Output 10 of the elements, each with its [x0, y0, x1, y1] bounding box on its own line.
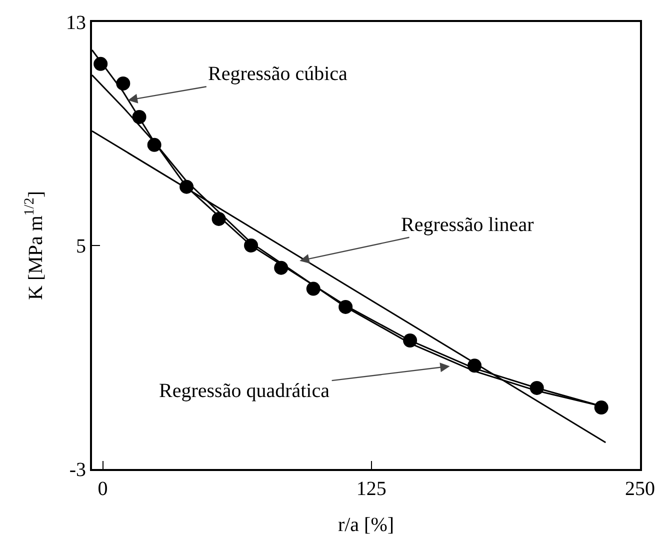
y-tick-label: -3 — [69, 459, 86, 481]
annotation: Regressão linear — [401, 214, 534, 236]
y-tick-label: 5 — [76, 236, 86, 258]
y-tick-label: 13 — [66, 12, 86, 34]
annotation: Regressão cúbica — [208, 63, 348, 85]
x-tick-label: 125 — [356, 478, 386, 500]
annotation: Regressão quadrática — [159, 380, 330, 402]
x-tick-label: 250 — [625, 478, 655, 500]
x-axis-title: r/a [%] — [338, 514, 394, 536]
x-tick-label: 0 — [98, 478, 108, 500]
